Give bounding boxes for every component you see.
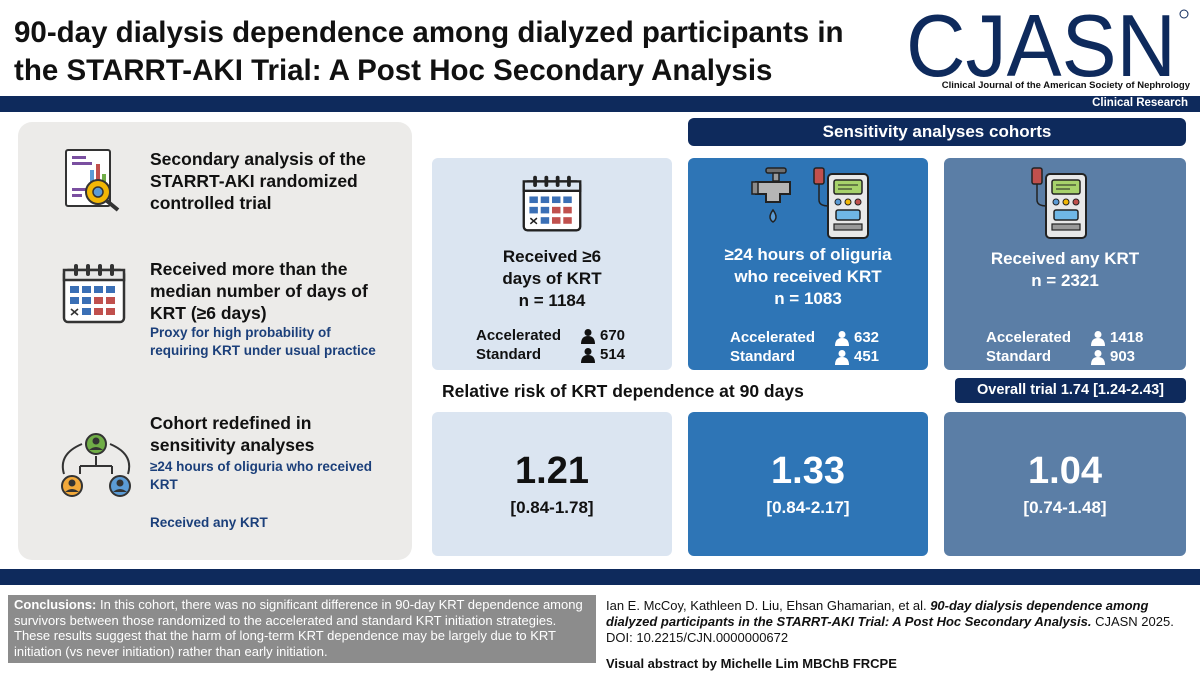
person-icon <box>1091 330 1105 346</box>
rr-value: 1.33 <box>771 450 845 492</box>
arm-counts: Accelerated 670 Standard 514 <box>476 326 625 364</box>
header-bar: Clinical Research <box>0 96 1200 112</box>
cohort-card-any-krt: Received any KRT n = 2321 Accelerated 14… <box>944 158 1186 370</box>
rr-ci: [0.74-1.48] <box>1023 498 1107 517</box>
citation-authors: Ian E. McCoy, Kathleen D. Liu, Ehsan Gha… <box>606 598 931 613</box>
relative-risk-title: Relative risk of KRT dependence at 90 da… <box>442 381 804 401</box>
rr-ci: [0.84-2.17] <box>766 498 850 517</box>
study-design-panel: Secondary analysis of the STARRT-AKI ran… <box>18 122 412 560</box>
footer-bar <box>0 569 1200 585</box>
calendar-icon <box>522 175 582 232</box>
cjasn-logo: CJASN <box>906 6 1189 88</box>
standard-label: Standard <box>730 348 796 365</box>
cohort-title-line1: Received any KRT <box>990 249 1140 268</box>
standard-label: Standard <box>986 348 1052 365</box>
rr-value: 1.04 <box>1028 450 1102 492</box>
accelerated-label: Accelerated <box>730 329 816 346</box>
sensitivity-option-any-krt: Received any KRT <box>150 515 268 530</box>
overall-trial-badge: Overall trial 1.74 [1.24-2.43] <box>955 378 1186 403</box>
cohort-redefine-icon <box>61 433 131 497</box>
sensitivity-cohort-heading: Cohort redefined in sensitivity analyses <box>150 413 315 455</box>
arm-counts: Accelerated 1418 Standard 903 <box>986 328 1143 366</box>
standard-label: Standard <box>476 346 542 363</box>
cohort-title-line2: days of KRT <box>502 269 602 288</box>
calendar-icon <box>62 264 126 324</box>
dialysis-machine-icon <box>1031 167 1087 239</box>
cohort-title-line2: who received KRT <box>734 267 882 286</box>
sensitivity-header: Sensitivity analyses cohorts <box>688 118 1186 146</box>
person-icon <box>835 330 849 346</box>
rr-ci: [0.84-1.78] <box>510 498 594 517</box>
person-icon <box>835 349 849 365</box>
page-title: 90-day dialysis dependence among dialyze… <box>14 16 844 87</box>
logo-subtitle: Clinical Journal of the American Society… <box>941 80 1190 91</box>
person-icon <box>581 347 595 363</box>
accelerated-label: Accelerated <box>476 327 562 344</box>
design-summary: Secondary analysis of the STARRT-AKI ran… <box>150 149 366 213</box>
rr-card-6-days: 1.21 [0.84-1.78] <box>432 412 672 556</box>
conclusions-label: Conclusions: <box>14 597 97 612</box>
person-icon <box>581 328 595 344</box>
accelerated-count: 1418 <box>1110 329 1144 346</box>
cohort-card-6-days: Received ≥6 days of KRT n = 1184 Acceler… <box>432 158 672 370</box>
logo-text: CJASN <box>906 6 1176 88</box>
rr-value: 1.21 <box>515 450 589 492</box>
rr-card-any-krt: 1.04 [0.74-1.48] <box>944 412 1186 556</box>
dialysis-machine-icon <box>813 167 869 239</box>
conclusions-text: In this cohort, there was no significant… <box>14 597 583 659</box>
conclusions-box: Conclusions: In this cohort, there was n… <box>8 595 596 663</box>
proxy-note: Proxy for high probability of requiring … <box>150 325 376 358</box>
person-icon <box>1091 349 1105 365</box>
sensitivity-option-oliguria: ≥24 hours of oliguria who received KRT <box>150 459 372 492</box>
standard-count: 451 <box>854 348 880 365</box>
cohort-n: n = 2321 <box>1031 271 1099 290</box>
citation: Ian E. McCoy, Kathleen D. Liu, Ehsan Gha… <box>606 598 1192 646</box>
citation-source: CJASN 2025. DOI: 10.2215/CJN.0000000672 <box>606 614 1174 645</box>
standard-count: 514 <box>600 346 626 363</box>
cohort-title-line1: ≥24 hours of oliguria <box>724 245 892 264</box>
citation-title: 90-day dialysis dependence among dialyze… <box>606 598 1149 629</box>
category-label: Clinical Research <box>1092 97 1188 109</box>
arm-counts: Accelerated 632 Standard 451 <box>730 328 879 366</box>
analysis-report-icon <box>65 149 120 212</box>
tap-icon <box>751 167 791 223</box>
accelerated-count: 670 <box>600 327 626 344</box>
visual-abstract-credit: Visual abstract by Michelle Lim MBChB FR… <box>606 656 897 671</box>
cohort-n: n = 1184 <box>518 291 586 310</box>
cohort-n: n = 1083 <box>774 289 842 308</box>
accelerated-label: Accelerated <box>986 329 1072 346</box>
standard-count: 903 <box>1110 348 1136 365</box>
rr-card-oliguria: 1.33 [0.84-2.17] <box>688 412 928 556</box>
median-days-criterion: Received more than the median number of … <box>150 259 368 323</box>
cohort-title-line1: Received ≥6 <box>502 247 602 266</box>
accelerated-count: 632 <box>854 329 880 346</box>
cohort-card-oliguria: ≥24 hours of oliguria who received KRT n… <box>688 158 928 370</box>
